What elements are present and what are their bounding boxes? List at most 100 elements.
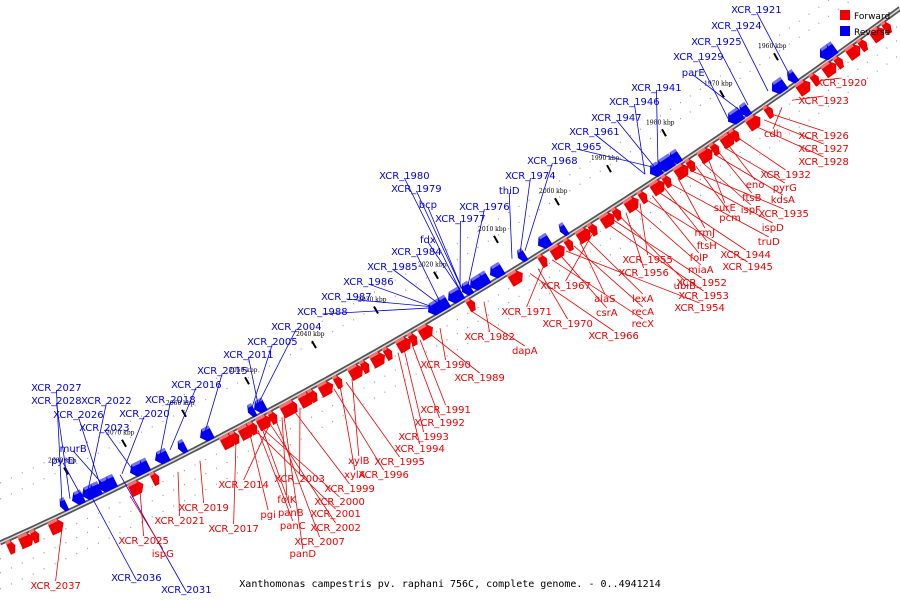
kbp-tick-label: 1960 kbp (758, 43, 787, 50)
reverse-leader-line (78, 416, 101, 485)
forward-gene-label: XCR_1932 (760, 170, 811, 181)
forward-gene-label: XCR_1982 (464, 332, 515, 343)
reverse-leader-line (72, 450, 103, 484)
forward-leader-line (429, 333, 480, 374)
reverse-gene-arrow (669, 148, 684, 165)
reverse-gene-label: XCR_1986 (343, 277, 394, 288)
forward-leader-line (255, 431, 336, 510)
reverse-gene-label: XCR_1941 (631, 83, 682, 94)
forward-gene-label: panD (290, 549, 317, 560)
reverse-gene-label: XCR_1947 (591, 113, 642, 124)
reverse-gene-labels: XCR_1921XCR_1924XCR_1925XCR_1929parEXCR_… (31, 5, 791, 596)
reverse-leader-line (508, 192, 513, 259)
forward-leader-line (754, 125, 824, 158)
reverse-gene-arrow (739, 101, 753, 117)
reverse-gene-label: XCR_2015 (197, 366, 248, 377)
forward-leader-line (565, 234, 593, 282)
forward-gene-arrow (29, 529, 40, 544)
reverse-gene-label: XCR_2026 (53, 410, 104, 421)
forward-leader-line (717, 151, 753, 194)
forward-gene-arrow (5, 540, 16, 555)
forward-gene-arrow (254, 414, 272, 432)
kbp-tick-mark (661, 128, 667, 137)
reverse-gene-arrow (448, 286, 466, 304)
reverse-gene-arrow (728, 106, 746, 125)
kbp-ticks: 2080 kbp 2070 kbp 2060 kbp 2050 kbp 2040 kbp… (48, 43, 787, 475)
reverse-gene-arrow (538, 232, 553, 249)
reverse-leader-line (368, 283, 433, 308)
kbp-tick-label: 2030 kbp (358, 296, 387, 303)
forward-gene-label: XCR_1955 (622, 255, 673, 266)
forward-gene-label: ubiB (674, 281, 696, 292)
forward-leader-line (669, 183, 769, 238)
forward-gene-label: pcm (719, 213, 741, 224)
reverse-leader-line (257, 328, 297, 405)
forward-gene-label: XCR_1926 (798, 131, 849, 142)
kbp-tick-mark (433, 271, 439, 280)
reverse-leader-line (416, 190, 463, 290)
forward-gene-label: recX (632, 319, 655, 330)
reverse-leader-line (104, 429, 133, 470)
legend-reverse-label: Reverse (854, 28, 891, 38)
forward-gene-label: XCR_2025 (118, 536, 169, 547)
reverse-leader-line (169, 386, 197, 451)
forward-leader-line (419, 339, 446, 406)
reverse-gene-label: XCR_2016 (171, 380, 222, 391)
forward-leader-line (293, 410, 350, 485)
reverse-leader-line (698, 58, 729, 119)
forward-gene-label: XCR_1994 (394, 444, 445, 455)
forward-gene-label: XCR_1935 (758, 209, 809, 220)
kbp-tick-label: 2070 kbp (106, 430, 135, 437)
forward-gene-arrow (879, 20, 893, 35)
forward-leader-line (633, 207, 702, 266)
forward-gene-arrow (586, 222, 598, 237)
reverse-gene-arrow (177, 438, 189, 454)
forward-leader-line (403, 348, 424, 433)
forward-gene-arrow (548, 243, 565, 261)
forward-leader-line (723, 146, 786, 184)
kbp-tick-label: 1980 kbp (646, 119, 675, 126)
forward-leader-line (713, 153, 784, 196)
forward-gene-label: XCR_1944 (720, 250, 771, 261)
reverse-gene-label: XCR_1965 (551, 142, 602, 153)
reverse-gene-label: XCR_2005 (247, 337, 298, 348)
kbp-tick-mark (493, 235, 499, 244)
forward-leader-line (397, 352, 420, 445)
reverse-leader-line (576, 148, 656, 168)
forward-leader-line (645, 199, 748, 263)
forward-leader-line (639, 203, 648, 256)
forward-gene-label: XCR_1952 (676, 278, 727, 289)
reverse-leader-line (56, 402, 71, 499)
reverse-gene-label: pyrD (51, 456, 75, 467)
forward-leader-line (261, 427, 292, 509)
forward-leader-line (585, 238, 644, 295)
forward-gene-arrow (684, 158, 696, 173)
forward-gene-label: dapA (512, 346, 538, 357)
forward-leader-line (683, 173, 773, 224)
reverse-gene-label: XCR_1946 (609, 97, 660, 108)
reverse-gene-label: XCR_1979 (391, 184, 442, 195)
forward-gene-label: XCR_1991 (420, 405, 471, 416)
reverse-gene-arrow (470, 273, 487, 291)
forward-gene-arrow (126, 480, 144, 498)
forward-gene-arrow (843, 43, 861, 61)
forward-gene-label: XCR_1993 (398, 432, 449, 443)
forward-leader-line (771, 113, 824, 132)
forward-gene-arrow (381, 346, 393, 362)
forward-gene-label: xylB (348, 456, 370, 467)
reverse-gene-arrow (140, 457, 152, 473)
forward-leader-line (695, 166, 731, 214)
forward-gene-label: XCR_2019 (178, 503, 229, 514)
forward-leader-line (819, 77, 842, 81)
forward-gene-arrow (236, 423, 254, 441)
reverse-genes (59, 41, 839, 512)
forward-gene-label: truD (758, 237, 780, 248)
forward-gene-arrow (368, 351, 386, 369)
forward-gene-label: pgi (260, 510, 275, 521)
forward-leader-line (613, 220, 702, 279)
forward-leader-line (701, 161, 752, 206)
forward-leader-line (607, 223, 704, 292)
forward-gene-label: ftsB (742, 193, 761, 204)
reverse-leader-line (736, 27, 769, 92)
